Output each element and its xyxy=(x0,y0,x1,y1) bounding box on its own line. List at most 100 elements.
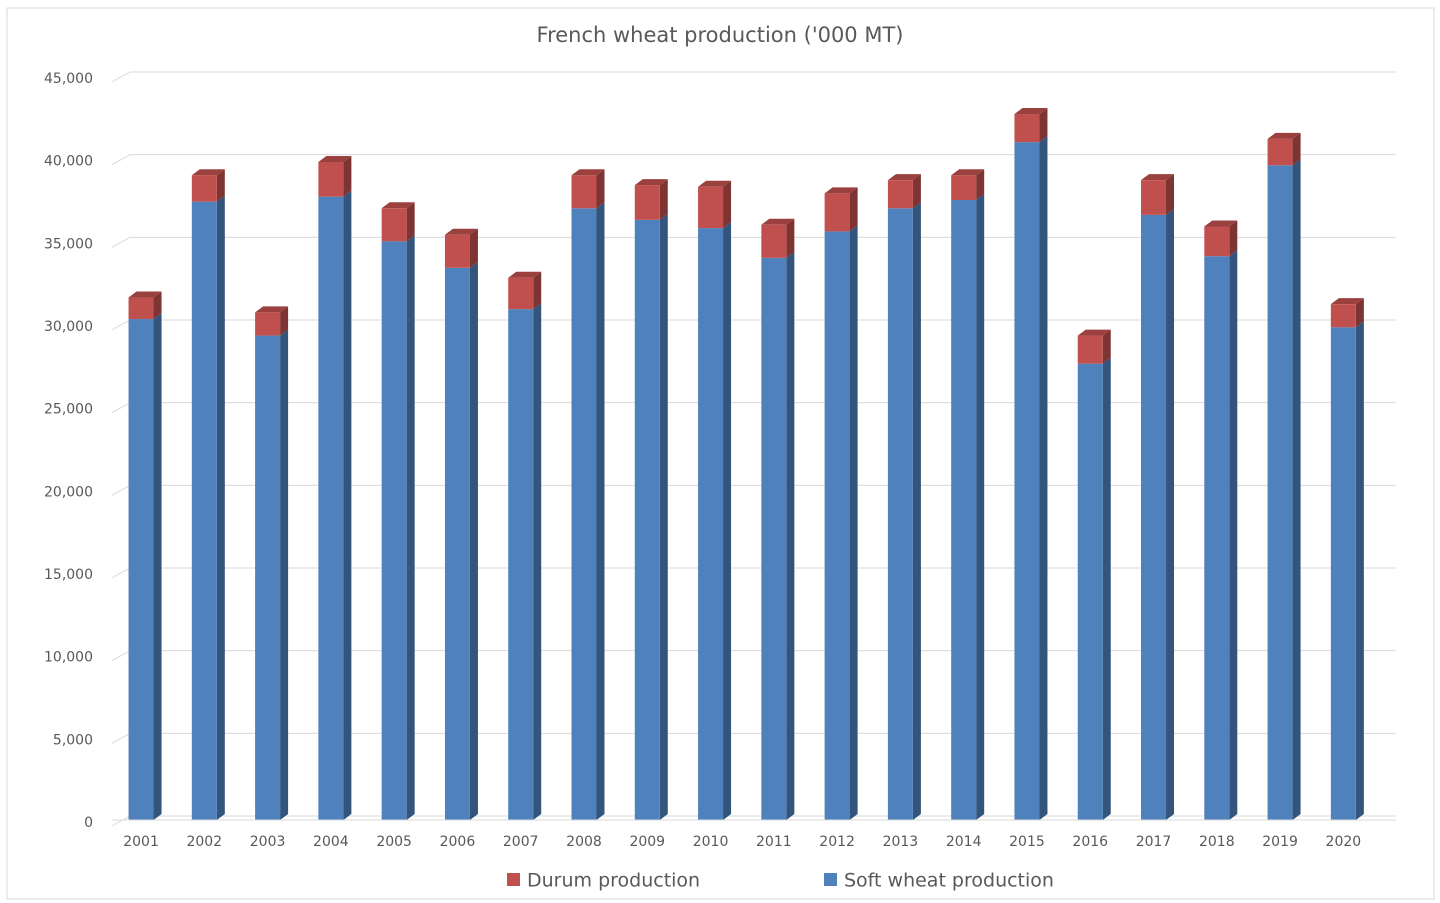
bar-side xyxy=(216,169,225,202)
bar xyxy=(128,319,154,820)
grid-line xyxy=(111,650,131,662)
bar-side xyxy=(596,202,605,820)
y-tick-label: 20,000 xyxy=(44,484,93,500)
y-tick-label: 45,000 xyxy=(44,71,93,87)
bar xyxy=(508,277,534,310)
bar-side xyxy=(976,169,985,200)
bar-side xyxy=(1229,250,1238,821)
bar xyxy=(191,175,217,202)
bar xyxy=(381,208,407,242)
bar xyxy=(1014,114,1040,143)
grid-line xyxy=(111,319,131,331)
bar xyxy=(698,186,724,229)
bar-side xyxy=(596,169,605,209)
bar-top xyxy=(951,169,985,176)
bar-top xyxy=(887,174,921,181)
bar-side xyxy=(1166,174,1175,215)
x-tick-label: 2010 xyxy=(693,834,729,850)
bar-top xyxy=(1204,220,1238,227)
bar-side xyxy=(1292,132,1301,166)
bar-side xyxy=(280,329,289,820)
bar xyxy=(444,234,470,268)
y-tick-label: 15,000 xyxy=(44,567,93,583)
y-tick-label: 0 xyxy=(84,815,93,831)
bar xyxy=(887,180,913,209)
x-tick-label: 2018 xyxy=(1199,834,1235,850)
y-tick-label: 25,000 xyxy=(44,402,93,418)
x-tick-label: 2005 xyxy=(376,834,412,850)
bar-side xyxy=(280,306,289,336)
x-tick-label: 2015 xyxy=(1009,834,1045,850)
grid-line xyxy=(111,236,131,248)
bar-side xyxy=(406,202,415,242)
bar xyxy=(571,208,597,820)
bar xyxy=(951,200,977,820)
x-tick-label: 2014 xyxy=(946,834,982,850)
grid-line xyxy=(111,815,131,827)
bar-side xyxy=(1355,298,1364,328)
bar xyxy=(1330,327,1356,820)
bar-side xyxy=(469,228,478,268)
y-tick-label: 5,000 xyxy=(53,732,93,748)
bar-top xyxy=(1141,174,1175,181)
bar xyxy=(824,193,850,232)
bar xyxy=(381,241,407,821)
bar-side xyxy=(849,225,858,820)
x-tick-label: 2006 xyxy=(440,834,476,850)
bar xyxy=(1267,138,1293,166)
bar-side xyxy=(723,180,732,229)
y-tick-label: 30,000 xyxy=(44,319,93,335)
y-tick-label: 35,000 xyxy=(44,236,93,252)
x-tick-label: 2009 xyxy=(629,834,665,850)
bar xyxy=(824,231,850,820)
bar-side xyxy=(1166,208,1175,820)
bar-side xyxy=(1039,136,1048,821)
bar-side xyxy=(849,187,858,232)
grid-line xyxy=(111,154,131,166)
bar-side xyxy=(153,313,162,820)
bar-side xyxy=(1355,321,1364,820)
bar-side xyxy=(659,179,668,220)
bar-top xyxy=(508,271,542,278)
x-tick-label: 2017 xyxy=(1136,834,1172,850)
x-tick-label: 2012 xyxy=(819,834,855,850)
bar-side xyxy=(343,155,352,197)
bar-top xyxy=(191,169,225,176)
grid-line xyxy=(111,732,131,744)
bar-side xyxy=(912,202,921,820)
legend-label: Soft wheat production xyxy=(844,870,1054,892)
bar xyxy=(571,175,597,209)
x-tick-label: 2013 xyxy=(883,834,919,850)
y-tick-label: 10,000 xyxy=(44,650,93,666)
bar xyxy=(191,201,217,821)
grid-line xyxy=(111,567,131,579)
bar xyxy=(1204,256,1230,820)
x-tick-label: 2020 xyxy=(1326,834,1362,850)
bar-side xyxy=(786,218,795,258)
bar-side xyxy=(533,303,542,820)
bar-side xyxy=(153,291,162,320)
bar-side xyxy=(659,213,668,821)
bar-side xyxy=(406,235,415,821)
bar-top xyxy=(255,306,289,313)
bar-top xyxy=(1014,108,1048,115)
bar-top xyxy=(381,202,415,209)
bar xyxy=(761,257,787,820)
bar-side xyxy=(343,190,352,820)
bar xyxy=(887,208,913,820)
bar xyxy=(634,219,660,821)
bar-side xyxy=(723,222,732,820)
grid-line xyxy=(111,484,131,496)
bar-top xyxy=(1267,132,1301,139)
bar-top xyxy=(634,179,668,186)
bar-top xyxy=(1077,329,1111,336)
bar xyxy=(128,297,154,320)
bar-top xyxy=(318,155,352,162)
grid-line xyxy=(111,402,131,414)
bar-side xyxy=(912,174,921,209)
chart-title: French wheat production ('000 MT) xyxy=(537,23,904,47)
y-tick-label: 40,000 xyxy=(44,154,93,170)
bar-top xyxy=(571,169,605,176)
bar-top xyxy=(128,291,162,298)
